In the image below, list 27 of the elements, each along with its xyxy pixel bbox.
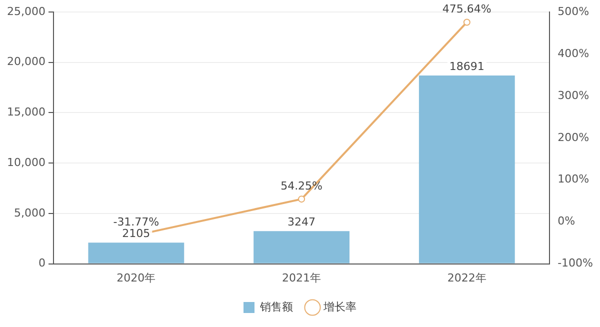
x-tick-label: 2022年: [447, 271, 486, 284]
y2-tick-label: 500%: [558, 4, 590, 18]
y2-tick-label: 100%: [558, 172, 590, 186]
point: [463, 18, 470, 26]
y2-tick-label: -100%: [558, 256, 594, 270]
y-tick-label: 5,000: [14, 206, 46, 220]
y-tick-label: 15,000: [6, 106, 46, 119]
y2-tick-label: 0%: [558, 214, 576, 228]
y2-tick-label: 200%: [558, 130, 590, 144]
data-label: -31.77%: [113, 216, 160, 229]
data-label: 3247: [288, 215, 316, 228]
bar: [418, 76, 515, 264]
legend-label: 销售额: [259, 300, 293, 314]
x-tick-label: 2020年: [116, 271, 156, 284]
y2-tick-label: 300%: [558, 88, 590, 102]
legend-label: 增长率: [322, 300, 356, 314]
y-tick-label: 25,000: [6, 4, 46, 18]
data-label: 475.64%: [442, 2, 492, 16]
y-tick-label: 20,000: [6, 55, 46, 68]
bar: [88, 242, 184, 264]
x-tick-label: 2021年: [282, 271, 322, 284]
bar: [254, 231, 350, 264]
y2-tick-label: 400%: [558, 46, 590, 60]
y-tick-label: 0: [38, 256, 46, 270]
y-tick-label: 10,000: [6, 156, 46, 169]
point: [298, 196, 306, 203]
data-label: 18691: [449, 60, 484, 73]
